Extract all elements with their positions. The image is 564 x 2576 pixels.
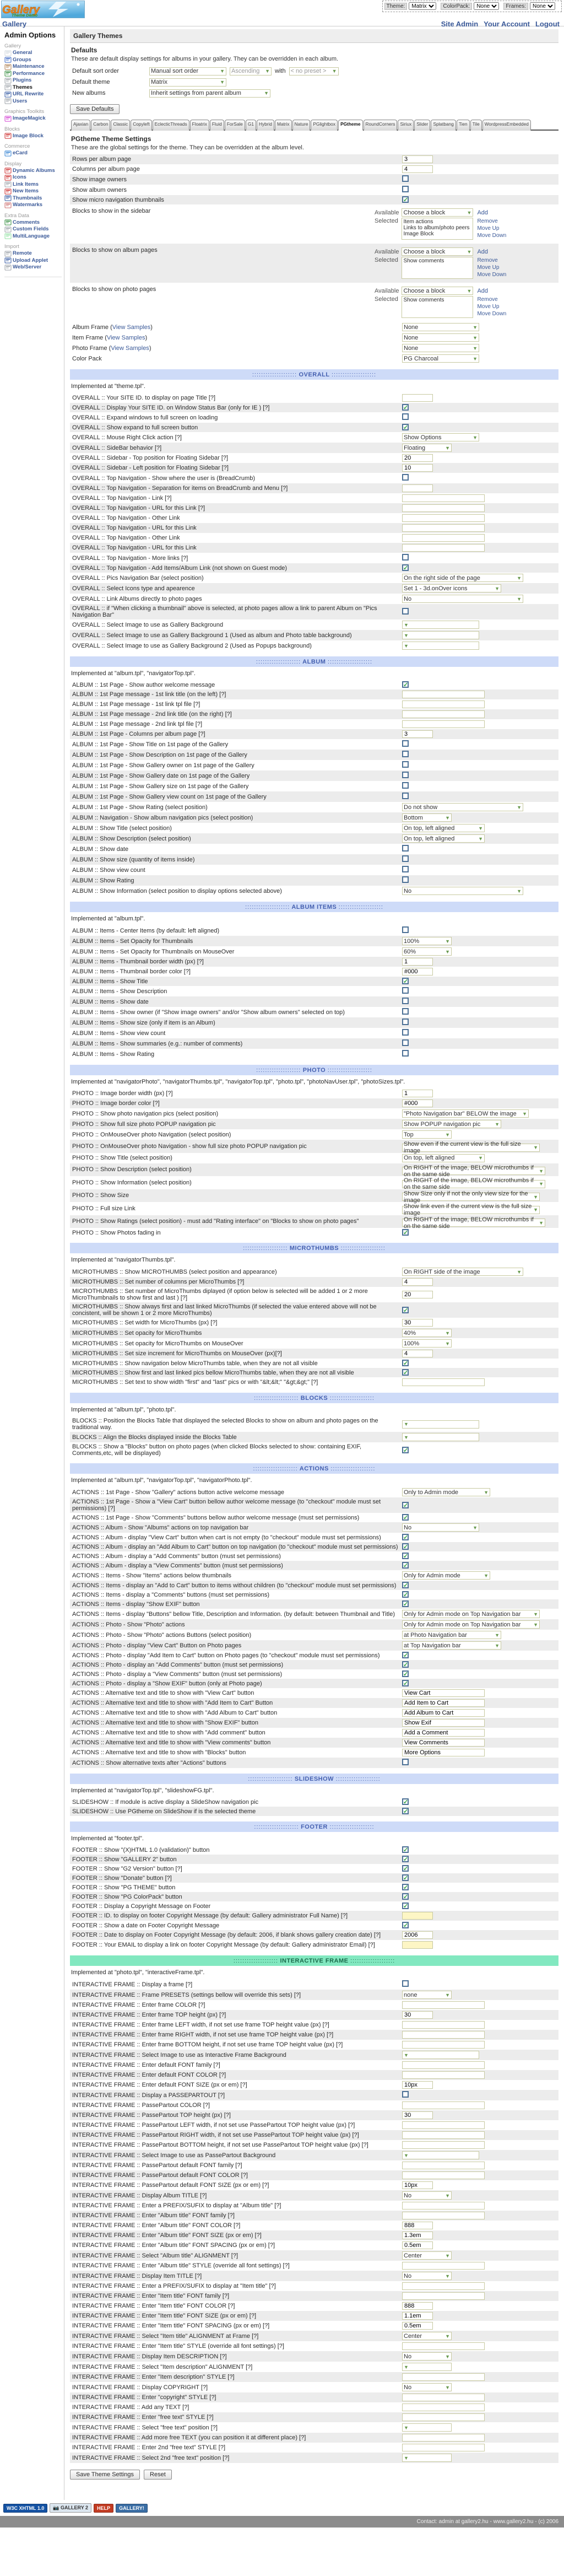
svg-text:Theme Demo: Theme Demo bbox=[12, 13, 38, 18]
